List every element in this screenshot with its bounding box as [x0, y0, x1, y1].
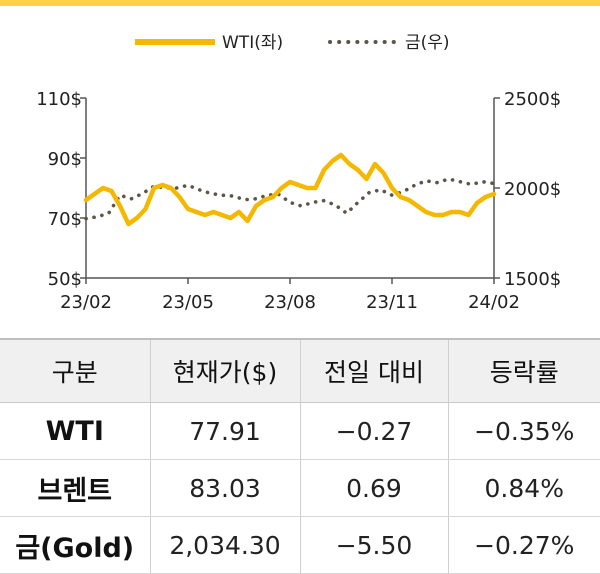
x-tick-label: 23/02 [60, 292, 112, 313]
series-layer [83, 152, 497, 227]
header-change: 전일 대비 [299, 338, 448, 403]
change-cell: −5.50 [299, 516, 448, 574]
x-tick-label: 23/08 [264, 292, 316, 313]
x-ticks: 23/02 23/05 23/08 23/11 24/02 [60, 278, 520, 313]
x-tick-label: 23/05 [162, 292, 214, 313]
left-ticks: 110$ 90$ 70$ 50$ [36, 89, 86, 290]
header-current-price: 현재가($) [149, 338, 300, 403]
current-price-cell: 83.03 [149, 459, 300, 517]
y-left-tick-label: 50$ [48, 269, 82, 290]
table-row: WTI 77.91 −0.27 −0.35% [0, 402, 600, 460]
price-table: 구분 현재가($) 전일 대비 등락률 WTI 77.91 −0.27 −0.3… [0, 338, 600, 574]
y-right-tick-label: 1500$ [504, 269, 561, 290]
header-category: 구분 [0, 338, 150, 403]
row-label: 금(Gold) [0, 516, 150, 574]
row-label: WTI [0, 402, 150, 460]
change-cell: 0.69 [299, 459, 448, 517]
current-price-cell: 77.91 [149, 402, 300, 460]
right-ticks: 2500$ 2000$ 1500$ [494, 89, 561, 290]
series-line-wti [83, 152, 497, 227]
top-accent-line [0, 0, 600, 6]
row-label: 브렌트 [0, 459, 150, 517]
header-change-rate: 등락률 [447, 338, 600, 403]
change-rate-cell: −0.35% [447, 402, 600, 460]
y-right-tick-label: 2500$ [504, 89, 561, 110]
y-left-tick-label: 90$ [48, 149, 82, 170]
change-rate-cell: 0.84% [447, 459, 600, 517]
x-tick-label: 24/02 [468, 292, 520, 313]
change-rate-cell: −0.27% [447, 516, 600, 574]
change-cell: −0.27 [299, 402, 448, 460]
legend: WTI(좌) 금(우) [135, 33, 450, 53]
legend-label-wti: WTI(좌) [222, 33, 283, 53]
table-row: 브렌트 83.03 0.69 0.84% [0, 459, 600, 517]
y-left-tick-label: 110$ [36, 89, 82, 110]
x-tick-label: 23/11 [366, 292, 418, 313]
table-header-row: 구분 현재가($) 전일 대비 등락률 [0, 338, 600, 403]
current-price-cell: 2,034.30 [149, 516, 300, 574]
y-right-tick-label: 2000$ [504, 179, 561, 200]
legend-label-gold: 금(우) [405, 33, 450, 53]
table-row: 금(Gold) 2,034.30 −5.50 −0.27% [0, 516, 600, 574]
y-left-tick-label: 70$ [48, 209, 82, 230]
price-line-chart: WTI(좌) 금(우) 110$ 90$ 70$ 50$ 2500$ 2000$ 1500… [36, 33, 561, 313]
